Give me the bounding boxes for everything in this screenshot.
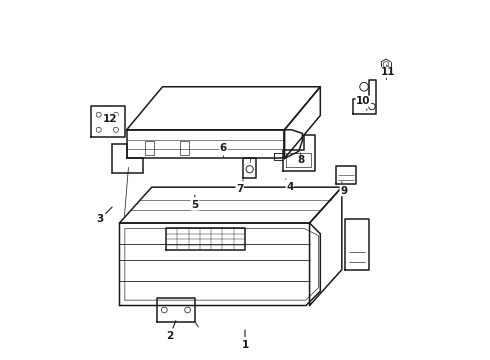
Text: 2: 2 (166, 321, 176, 341)
Text: 10: 10 (356, 96, 370, 110)
Text: 4: 4 (286, 179, 294, 192)
Text: 7: 7 (236, 180, 244, 194)
Text: 9: 9 (340, 182, 347, 196)
Text: 3: 3 (96, 207, 112, 224)
Bar (145, 140, 153, 155)
Text: 6: 6 (220, 143, 227, 157)
Text: 1: 1 (242, 330, 248, 350)
Bar (180, 140, 190, 155)
Text: 12: 12 (103, 114, 118, 124)
Text: 8: 8 (297, 153, 304, 165)
Text: 11: 11 (381, 65, 396, 77)
Text: 5: 5 (191, 195, 198, 210)
